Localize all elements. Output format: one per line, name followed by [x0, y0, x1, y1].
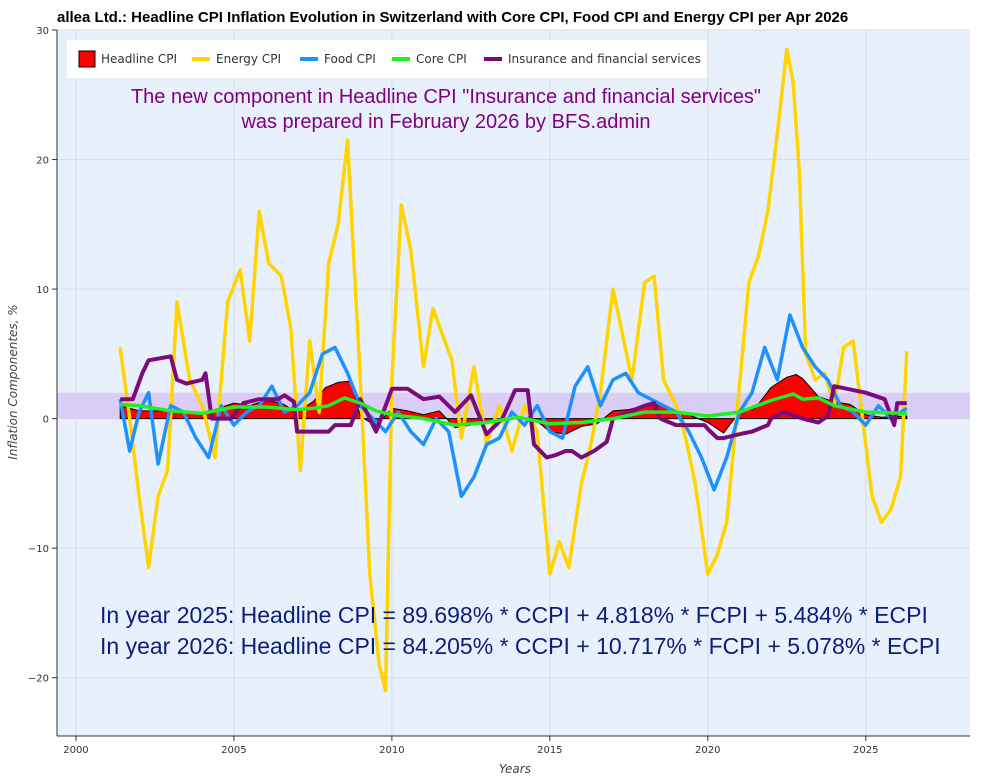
y-axis-label: Inflation Componentes, %: [6, 304, 20, 459]
annotation-formula-2025: In year 2025: Headline CPI = 89.698% * C…: [100, 602, 928, 628]
series-energy-cpi: [118, 47, 909, 693]
y-tick-label-30: 30: [36, 26, 49, 37]
plot-area: [57, 30, 970, 736]
series-core-cpi: [120, 392, 907, 427]
chart-title: allea Ltd.: Headline CPI Inflation Evolu…: [57, 9, 848, 26]
series-headline-cpi: [119, 374, 908, 435]
annotation-formula-2026: In year 2026: Headline CPI = 84.205% * C…: [100, 633, 941, 659]
y-tick-label--10: −10: [28, 544, 49, 555]
x-tick-label-2015: 2015: [537, 745, 562, 756]
annotation-top-line2: was prepared in February 2026 by BFS.adm…: [240, 111, 650, 133]
legend-label-insurance-and-financial-services: Insurance and financial services: [508, 52, 701, 66]
legend-label-food-cpi: Food CPI: [324, 52, 376, 66]
x-axis-label: Years: [499, 762, 531, 776]
x-tick-label-2000: 2000: [63, 745, 88, 756]
legend-swatch-headline-cpi: [78, 50, 96, 68]
legend-label-energy-cpi: Energy CPI: [216, 52, 281, 66]
x-tick-label-2020: 2020: [695, 745, 720, 756]
y-tick-label-10: 10: [36, 285, 49, 296]
x-tick-label-2005: 2005: [221, 745, 246, 756]
series-food-cpi: [118, 313, 908, 499]
legend-label-headline-cpi: Headline CPI: [101, 52, 177, 66]
annotation-top-line1: The new component in Headline CPI "Insur…: [131, 86, 761, 108]
axes: 2000 2005 2010 2015 2020 2025 −20 −10 0 10 20 30: [28, 26, 970, 756]
x-tick-label-2010: 2010: [379, 745, 404, 756]
series-layer: [118, 47, 909, 693]
x-tick-label-2025: 2025: [853, 745, 878, 756]
legend-label-core-cpi: Core CPI: [416, 52, 467, 66]
y-tick-label-20: 20: [36, 156, 49, 167]
legend: Headline CPI Energy CPI Food CPI Core CPI In…: [67, 40, 707, 78]
y-tick-label--20: −20: [28, 674, 49, 685]
legend-box: [67, 40, 707, 78]
y-tick-label-0: 0: [43, 415, 49, 426]
